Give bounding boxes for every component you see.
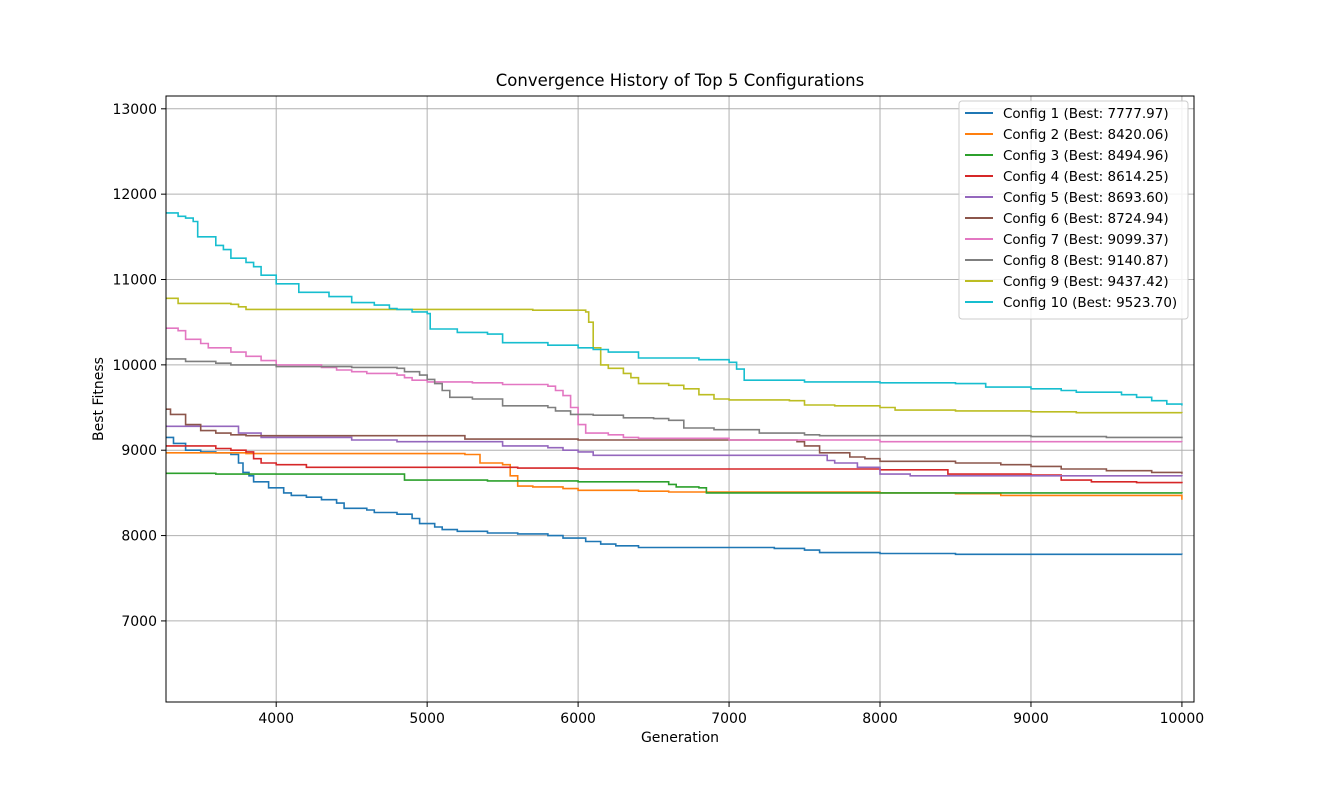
series-line-config-5 [166,425,1183,477]
x-tick-label: 8000 [862,711,898,727]
y-tick-label: 11000 [112,273,157,289]
series-line-config-3 [166,472,1183,494]
series-line-config-6 [166,408,1183,474]
series-line-config-1 [166,436,1183,556]
y-tick-label: 13000 [112,102,157,118]
axis-ticks: 4000 5000 6000 7000 8000 9000 10000 7000 8000 900… [112,102,1204,727]
x-tick-label: 10000 [1160,711,1205,727]
series-lines [166,212,1183,556]
legend-entry-label: Config 8 (Best: 9140.87) [1003,253,1169,269]
legend: Config 1 (Best: 7777.97) Config 2 (Best: … [958,100,1189,320]
y-tick-label: 10000 [112,358,157,374]
legend-entry-label: Config 5 (Best: 8693.60) [1003,190,1169,206]
x-axis-label: Generation [641,730,719,746]
series-line-config-7 [166,327,1183,443]
x-tick-label: 5000 [409,711,445,727]
x-tick-label: 7000 [711,711,747,727]
y-tick-label: 8000 [121,529,157,545]
y-tick-label: 12000 [112,187,157,203]
legend-entry-label: Config 2 (Best: 8420.06) [1003,127,1169,143]
y-tick-label: 9000 [121,443,157,459]
series-line-config-10 [166,212,1183,406]
y-axis-label: Best Fitness [91,357,107,441]
x-tick-label: 4000 [258,711,294,727]
x-tick-label: 6000 [560,711,596,727]
legend-entry-label: Config 4 (Best: 8614.25) [1003,169,1169,185]
legend-entry-label: Config 1 (Best: 7777.97) [1003,106,1169,122]
legend-entry-label: Config 7 (Best: 9099.37) [1003,232,1169,248]
chart-title: Convergence History of Top 5 Configurati… [496,71,864,90]
legend-box [958,100,1189,320]
y-tick-label: 7000 [121,614,157,630]
plot-area-frame [165,95,1195,703]
series-line-config-2 [166,452,1183,500]
series-line-config-4 [166,445,1183,484]
grid-lines [166,96,1194,702]
legend-entry-label: Config 10 (Best: 9523.70) [1003,295,1177,311]
legend-entry-label: Config 6 (Best: 8724.94) [1003,211,1169,227]
legend-entry-label: Config 9 (Best: 9437.42) [1003,274,1169,290]
x-tick-label: 9000 [1013,711,1049,727]
legend-entry-label: Config 3 (Best: 8494.96) [1003,148,1169,164]
series-line-config-8 [166,358,1183,439]
series-line-config-9 [166,297,1183,414]
